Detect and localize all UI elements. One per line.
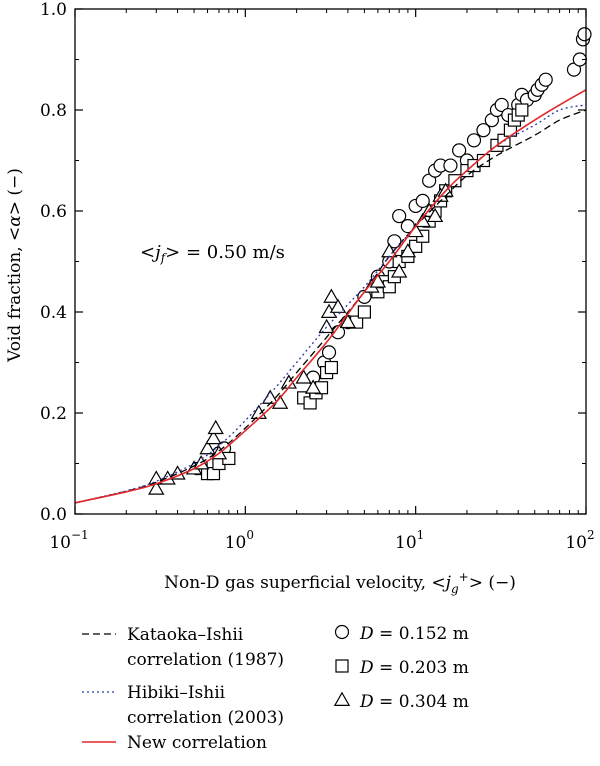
kataoka-ishii-curve <box>74 109 587 504</box>
y-tick-label: 0.4 <box>40 303 67 323</box>
marker-circle <box>321 345 337 360</box>
annotation-jf: <jf> = 0.50 m/s <box>140 242 285 265</box>
marker-circle <box>334 624 350 640</box>
legend-label-line1: Kataoka–Ishii <box>127 625 244 645</box>
y-tick-label: 0.6 <box>40 202 67 222</box>
y-tick-label: 1.0 <box>40 0 67 20</box>
marker-triangle <box>414 212 431 228</box>
marker-triangle <box>318 318 335 334</box>
marker-triangle <box>339 313 357 329</box>
marker-triangle <box>329 298 347 313</box>
marker-triangle <box>205 429 222 445</box>
legend-label-line2: correlation (2003) <box>127 708 284 728</box>
marker-triangle <box>295 369 312 384</box>
x-tick-label: 102 <box>565 528 594 553</box>
marker-circle <box>415 193 430 208</box>
hibiki-ishii-curve <box>74 104 587 504</box>
marker-triangle <box>199 439 216 455</box>
y-tick-label: 0.0 <box>40 505 67 525</box>
legend: Kataoka–Ishii correlation (1987) Hibiki–Is… <box>82 624 469 753</box>
marker-square <box>324 360 338 375</box>
marker-triangle <box>399 243 417 258</box>
marker-triangle <box>148 480 165 495</box>
legend-marker-label: D = 0.152 m <box>359 624 469 644</box>
marker-triangle <box>426 207 444 223</box>
x-tick-label: 101 <box>395 528 424 553</box>
marker-square <box>357 305 371 319</box>
marker-circle <box>392 208 407 224</box>
marker-circle <box>387 234 402 249</box>
marker-triangle <box>333 691 351 706</box>
legend-label-line2: correlation (1987) <box>127 650 284 670</box>
marker-triangle <box>304 379 322 394</box>
marker-square <box>515 103 529 117</box>
y-tick-label: 0.2 <box>40 404 67 424</box>
x-axis-title: Non-D gas superficial velocity, <jg+> (−… <box>164 570 516 596</box>
marker-circle <box>452 143 467 158</box>
x-tick-label: 100 <box>225 528 254 553</box>
marker-square <box>335 659 349 673</box>
marker-circle <box>494 97 509 113</box>
new-correlation-curve <box>74 89 587 504</box>
correlation-curves <box>74 89 587 504</box>
marker-circle <box>443 158 458 173</box>
marker-triangle <box>323 288 340 303</box>
legend-label-line1: Hibiki–Ishii <box>127 683 226 703</box>
data-markers <box>148 27 592 495</box>
marker-circle <box>357 289 372 304</box>
y-axis-title: Void fraction, <α> (−) <box>5 168 25 363</box>
legend-marker-label: D = 0.203 m <box>359 658 469 678</box>
marker-circle <box>476 123 491 138</box>
marker-circle <box>577 27 592 42</box>
marker-triangle <box>369 273 387 288</box>
legend-marker-label: D = 0.304 m <box>359 692 469 712</box>
marker-triangle <box>390 263 408 278</box>
legend-label-line1: New correlation <box>127 733 267 753</box>
y-tick-label: 0.8 <box>40 101 67 121</box>
marker-triangle <box>207 419 224 435</box>
axes: 10−1 100 101 102 0.0 0.2 0.4 0.6 0.8 1.0 <box>40 0 595 553</box>
x-tick-label: 10−1 <box>49 528 88 553</box>
marker-circle <box>538 72 553 87</box>
marker-circle <box>466 133 482 148</box>
